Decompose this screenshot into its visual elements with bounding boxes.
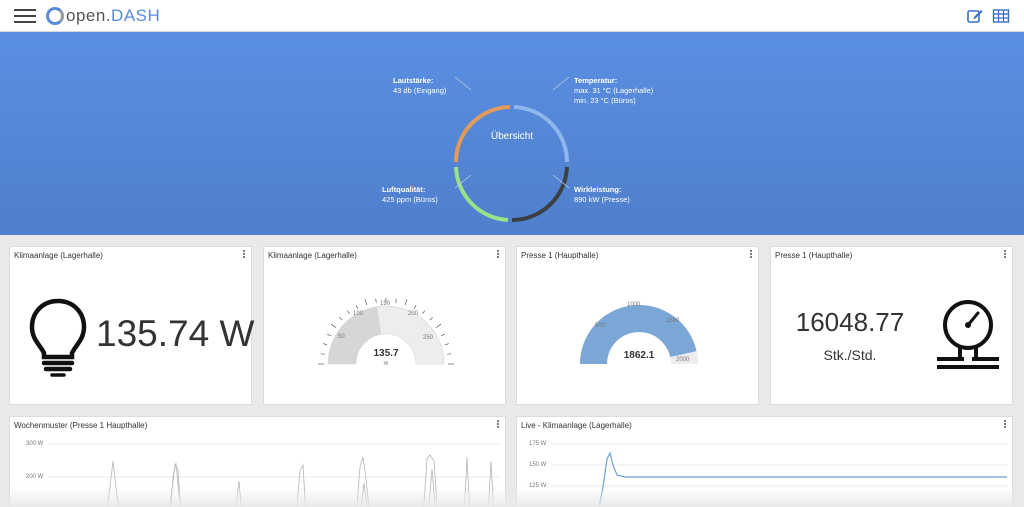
card-press-throughput: Presse 1 (Haupthalle) 16048.77 Stk./Std. <box>770 246 1013 405</box>
top-bar: open.DASH <box>0 0 1024 32</box>
gauge-tick <box>323 343 328 346</box>
card-press-gauge: Presse 1 (Haupthalle) 500 1000 1500 2000… <box>516 246 759 405</box>
gauge-tick-label: 2000 <box>676 357 690 363</box>
gauge-value: 135.7 <box>373 348 399 359</box>
donut-segment-temperature[interactable] <box>513 105 569 163</box>
bottom-fade <box>0 487 1024 507</box>
gauge-tick <box>339 317 343 321</box>
ac-power-value: 135.74 W <box>96 313 255 354</box>
chart-title: Live - Klimaanlage (Lagerhalle) <box>521 421 632 430</box>
chart-title: Wochenmuster (Presse 1 Haupthalle) <box>14 421 148 430</box>
overview-center-label: Übersicht <box>490 131 534 142</box>
gauge-tick <box>364 299 368 306</box>
pressure-gauge-icon <box>937 300 999 369</box>
gauge-tick-label: 200 <box>408 311 419 317</box>
y-tick-label: 125 W <box>529 483 547 489</box>
card-menu-icon[interactable] <box>495 250 501 260</box>
live-series-line <box>598 451 1007 507</box>
gauge-tick <box>320 353 325 355</box>
y-tick-label: 150 W <box>529 462 547 468</box>
label-power: Wirkleistung: 890 kW (Presse) <box>574 185 630 204</box>
gauge-tick <box>346 310 350 315</box>
logo-text: open.DASH <box>66 6 161 25</box>
gauge-tick-label: 100 <box>353 311 364 317</box>
gauge-value: 1862.1 <box>623 350 655 361</box>
leader-line <box>454 174 472 189</box>
throughput-unit: Stk./Std. <box>823 347 877 363</box>
y-tick-label: 200 W <box>26 474 44 480</box>
live-chart-plot <box>551 443 1007 507</box>
card-menu-icon[interactable] <box>748 250 754 260</box>
gauge-tick <box>444 343 449 346</box>
gauge-tick-label: 1000 <box>627 302 641 308</box>
overview-donut <box>454 76 570 222</box>
card-menu-icon[interactable] <box>1002 420 1008 430</box>
card-title: Klimaanlage (Lagerhalle) <box>14 251 103 260</box>
edit-icon[interactable] <box>966 7 984 25</box>
gauge-tick <box>441 333 445 337</box>
gauge-tick <box>422 310 426 315</box>
leader-line <box>552 76 570 91</box>
gauge-tick <box>395 298 397 303</box>
throughput-value: 16048.77 <box>795 307 905 337</box>
gauge-tick <box>429 317 433 321</box>
card-menu-icon[interactable] <box>495 420 501 430</box>
gauge-tick <box>435 323 442 328</box>
gauge-tick <box>327 333 331 337</box>
donut-segment-air[interactable] <box>454 166 509 222</box>
card-title: Presse 1 (Haupthalle) <box>521 251 599 260</box>
card-title: Presse 1 (Haupthalle) <box>775 251 853 260</box>
lightbulb-icon <box>29 298 87 377</box>
card-menu-icon[interactable] <box>1002 250 1008 260</box>
donut-segment-volume[interactable] <box>454 105 511 163</box>
y-tick-label: 300 W <box>26 441 44 447</box>
hamburger-icon[interactable] <box>14 9 36 23</box>
card-title: Klimaanlage (Lagerhalle) <box>268 251 357 260</box>
gauge-tick <box>375 298 377 303</box>
label-volume: Lautstärke: 43 db (Eingang) <box>393 76 447 95</box>
leader-line <box>552 174 570 189</box>
label-air-quality: Luftqualität: 425 ppm (Büros) <box>382 185 438 204</box>
leader-line <box>454 76 472 91</box>
gauge-tick <box>447 353 452 355</box>
gauge-unit: W <box>383 361 389 367</box>
gauge-tick <box>330 323 337 328</box>
gauge-fill <box>328 306 382 364</box>
gauge-tick <box>404 299 408 306</box>
gauge-tick-label: 150 <box>380 301 391 307</box>
gauge-tick <box>413 305 417 309</box>
app-logo[interactable]: open.DASH <box>46 6 160 26</box>
y-tick-label: 175 W <box>529 441 547 447</box>
gauge-tick-label: 250 <box>423 335 434 341</box>
card-ac-warehouse-value: Klimaanlage (Lagerhalle) 135.74 W <box>9 246 255 405</box>
donut-segment-power[interactable] <box>511 166 569 222</box>
overview-panel: Übersicht Lautstärke: 43 db (Eingang) Te… <box>0 32 1024 235</box>
table-grid-icon[interactable] <box>992 7 1010 25</box>
card-ac-warehouse-gauge: Klimaanlage (Lagerhalle) 50 100 150 200 … <box>263 246 506 405</box>
gauge-tick <box>355 305 359 309</box>
gauge-tick-label: 50 <box>338 334 345 340</box>
gauge-tick-label: 500 <box>595 323 606 329</box>
label-temperature: Temperatur: max. 31 °C (Lagerhalle) min.… <box>574 76 654 105</box>
gauge-fill <box>580 305 697 364</box>
card-menu-icon[interactable] <box>241 250 247 260</box>
press-gauge <box>580 305 698 364</box>
gauge-tick-label: 1500 <box>666 318 680 324</box>
logo-ring-icon <box>46 7 64 25</box>
ac-gauge <box>318 298 454 365</box>
